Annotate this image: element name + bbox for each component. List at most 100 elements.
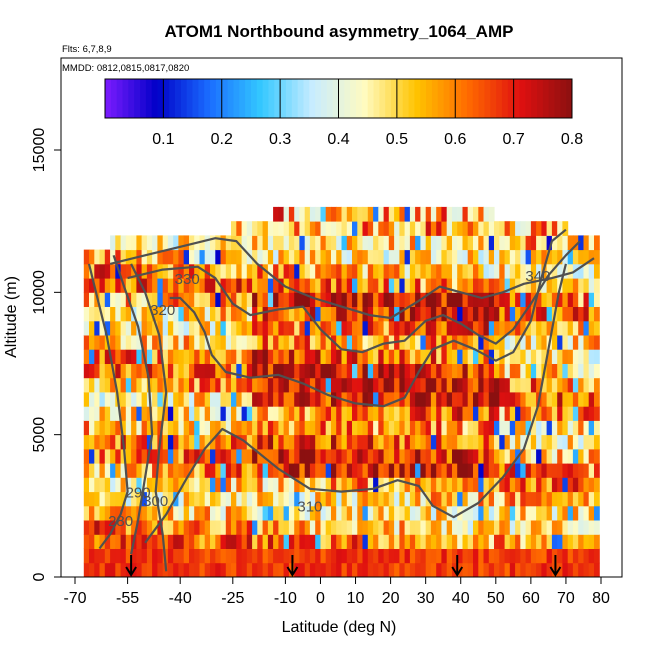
heat-cell	[515, 263, 521, 279]
heat-cell	[173, 505, 179, 521]
heat-cell	[394, 221, 400, 236]
heat-cell	[283, 320, 290, 336]
heat-cell	[162, 534, 169, 549]
heat-cell	[430, 278, 437, 293]
heat-cell	[257, 534, 264, 549]
colorbar-segment	[227, 79, 234, 118]
contour-line	[144, 263, 567, 544]
x-axis: -70 -55 -40 -25 -10 0 10 20 30 40 50 60 70 80	[63, 577, 610, 607]
heat-cell	[315, 505, 321, 521]
heat-cell	[446, 448, 453, 464]
heat-cell	[415, 206, 421, 222]
heat-cell	[278, 562, 285, 577]
heat-cell	[562, 221, 569, 236]
heat-cell	[357, 448, 364, 464]
heat-cell	[399, 548, 406, 564]
heat-cell	[173, 320, 179, 336]
heat-cell	[231, 434, 237, 450]
heat-cell	[199, 392, 206, 407]
heat-cell	[494, 448, 500, 464]
heat-cell	[183, 562, 190, 577]
heat-cell	[399, 221, 406, 236]
heat-cell	[583, 491, 590, 507]
heat-cell	[136, 406, 143, 421]
heat-cell	[409, 335, 416, 350]
heat-cell	[110, 420, 116, 436]
heat-cell	[336, 562, 342, 577]
heat-cell	[325, 349, 332, 364]
heat-cell	[415, 392, 421, 407]
heat-cell	[404, 548, 411, 564]
heat-cell	[541, 278, 548, 293]
heat-cell	[441, 434, 448, 450]
heat-cell	[120, 548, 127, 564]
heat-cell	[288, 206, 295, 222]
heat-cell	[536, 477, 542, 493]
heat-cell	[236, 548, 243, 564]
heat-cell	[220, 548, 227, 564]
heat-cell	[267, 263, 274, 279]
heat-cell	[572, 505, 579, 521]
heat-cell	[557, 235, 563, 251]
heat-cell	[173, 335, 179, 350]
heat-cell	[115, 491, 122, 507]
heat-cell	[167, 477, 174, 493]
heat-cell	[115, 505, 122, 521]
heat-cell	[225, 477, 232, 493]
heat-cell	[152, 505, 158, 521]
heat-cell	[215, 292, 222, 307]
heat-cell	[473, 349, 479, 364]
heat-cell	[546, 320, 553, 336]
heat-cell	[178, 349, 185, 364]
heat-cell	[283, 562, 290, 577]
heat-cell	[315, 263, 321, 279]
heat-cell	[110, 292, 116, 307]
heat-cell	[346, 463, 353, 478]
heat-cell	[199, 548, 206, 564]
heat-cell	[551, 491, 558, 507]
heat-cell	[304, 477, 311, 493]
colorbar-segment	[396, 79, 404, 118]
heat-cell	[509, 448, 516, 464]
heat-cell	[499, 292, 506, 307]
heat-cell	[499, 562, 506, 577]
heat-cell	[488, 548, 495, 564]
heat-cell	[299, 278, 306, 293]
heat-cell	[420, 505, 427, 521]
heat-cell	[551, 249, 558, 265]
heat-cell	[183, 249, 190, 265]
heat-cell	[189, 363, 195, 379]
heat-cell	[436, 505, 442, 521]
heat-cell	[273, 505, 279, 521]
heat-cell	[204, 377, 211, 393]
heat-cell	[383, 548, 390, 564]
heat-cell	[467, 377, 474, 393]
heat-cell	[441, 292, 448, 307]
heat-cell	[262, 235, 269, 251]
heat-cell	[394, 320, 400, 336]
heat-cell	[215, 420, 222, 436]
heat-cell	[415, 520, 421, 535]
heat-cell	[567, 562, 574, 577]
heat-cell	[131, 434, 137, 450]
heat-cell	[83, 477, 90, 493]
heat-cell	[246, 392, 253, 407]
heat-cell	[152, 363, 158, 379]
heat-cell	[446, 406, 453, 421]
heat-cell	[341, 406, 348, 421]
heat-cell	[231, 292, 237, 307]
heat-cell	[462, 520, 469, 535]
heat-cell	[441, 562, 448, 577]
heat-cell	[115, 520, 122, 535]
heat-cell	[588, 320, 595, 336]
heat-cell	[325, 221, 332, 236]
heat-cell	[394, 377, 400, 393]
heat-cell	[273, 278, 279, 293]
heat-cell	[120, 463, 127, 478]
colorbar-segment	[472, 79, 479, 118]
heat-cell	[241, 335, 248, 350]
heat-cell	[309, 548, 316, 564]
heat-cell	[452, 235, 458, 251]
heat-cell	[246, 263, 253, 279]
heat-cell	[346, 534, 353, 549]
